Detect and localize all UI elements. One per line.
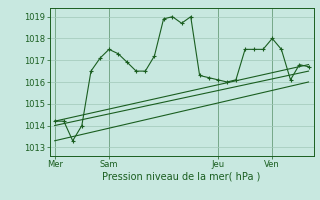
X-axis label: Pression niveau de la mer( hPa ): Pression niveau de la mer( hPa ) (102, 172, 261, 182)
